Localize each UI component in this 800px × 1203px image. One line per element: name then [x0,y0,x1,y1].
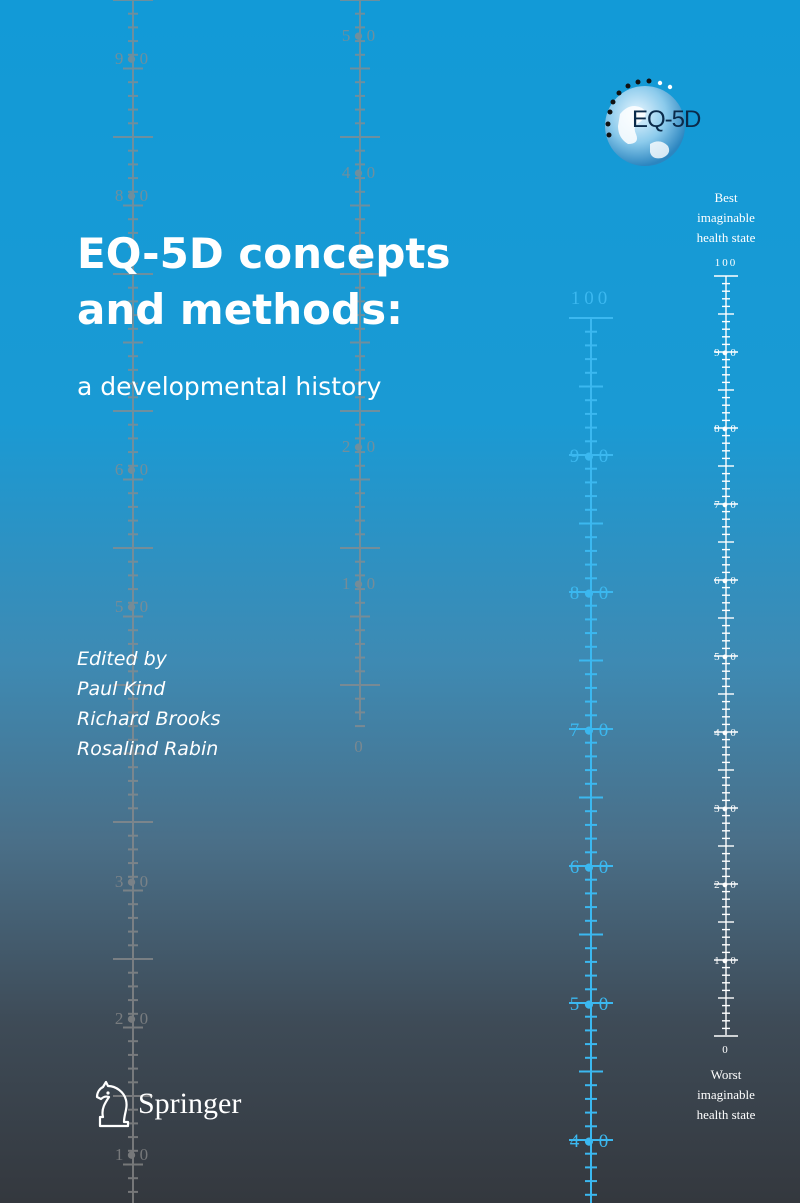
label-line: Worst [710,1067,742,1082]
book-title: EQ-5D concepts and methods: [77,226,451,338]
editor-name: Paul Kind [77,678,166,700]
scale-number: 5●0 [570,994,612,1015]
scale-number: 1●0 [342,574,378,593]
health-state-scale: 100 9●0 8●0 7●0 6●0 5●0 4●0 3●0 2●0 1●0 0 [714,257,738,1056]
right-blue-scale: 100 9●0 8●0 7●0 6●0 5●0 4●0 [569,288,613,1203]
label-line: imaginable [697,1087,755,1102]
scale-number: 6●0 [115,460,151,479]
scale-number: 100 [715,257,738,269]
scale-number: 8●0 [714,423,738,435]
scale-number: 8●0 [115,186,151,205]
scale-number: 3●0 [714,803,738,815]
label-line: health state [696,1107,756,1122]
scale-number: 4●0 [342,163,378,182]
scale-number: 5●0 [714,651,738,663]
middle-grey-scale: 5●0 4●0 2●0 1●0 0 [340,0,380,756]
scale-number: 0 [722,1044,730,1056]
scale-number: 4●0 [714,727,738,739]
scale-number: 2●0 [714,879,738,891]
scale-number: 6●0 [570,857,612,878]
publisher-name: Springer [138,1087,242,1120]
editor-name: Rosalind Rabin [77,738,219,760]
label-line: health state [696,230,756,245]
scale-number: 0 [354,737,366,756]
scale-number: 1●0 [714,955,738,967]
scale-number: 5●0 [115,597,151,616]
scale-number: 9●0 [115,49,151,68]
logo-text: EQ-5D [632,106,701,133]
scale-number: 9●0 [570,446,612,467]
springer-knight-icon [95,1080,130,1128]
scale-number: 7●0 [714,499,738,511]
worst-health-state-label: Worst imaginable health state [671,1065,781,1125]
scale-number: 9●0 [714,347,738,359]
book-subtitle: a developmental history [77,372,382,401]
edited-by-label: Edited by [77,648,167,670]
scale-number: 4●0 [570,1131,612,1152]
scale-number: 6●0 [714,575,738,587]
scale-number: 3●0 [115,872,151,891]
scale-number: 2●0 [115,1009,151,1028]
scale-number: 8●0 [570,583,612,604]
label-line: Best [714,190,738,205]
label-line: imaginable [697,210,755,225]
scale-number: 5●0 [342,26,378,45]
left-grey-scale: 9●0 8●0 6●0 5●0 3●0 2●0 1●0 [113,0,153,1203]
eq5d-logo-icon [605,78,685,166]
scale-number: 1●0 [115,1145,151,1164]
title-line-2: and methods: [77,285,403,334]
editor-name: Richard Brooks [77,708,221,730]
scale-number: 100 [571,288,612,309]
scale-number: 2●0 [342,437,378,456]
title-line-1: EQ-5D concepts [77,229,451,278]
best-health-state-label: Best imaginable health state [671,188,781,248]
editors-block: Edited by Paul Kind Richard Brooks Rosal… [77,644,221,764]
scale-number: 7●0 [570,720,612,741]
